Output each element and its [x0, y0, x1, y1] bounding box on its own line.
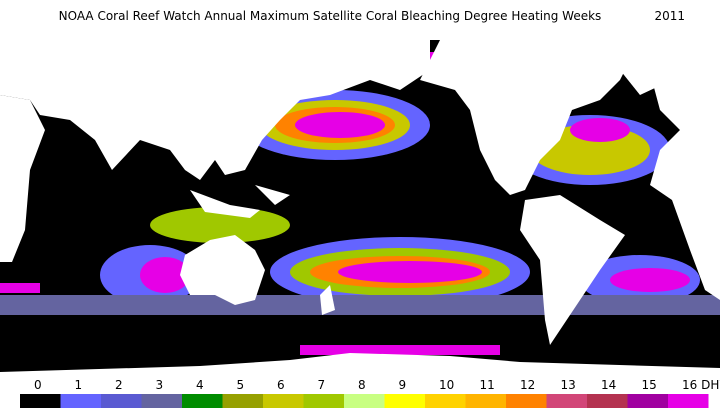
legend-label: 8 — [358, 378, 366, 392]
legend-swatch — [506, 394, 547, 408]
eurasia — [0, 40, 430, 180]
legend-swatch — [384, 394, 425, 408]
legend-swatch — [141, 394, 182, 408]
heat-blob — [338, 261, 482, 283]
legend-swatch — [182, 394, 223, 408]
heat-regions — [0, 52, 720, 355]
legend-label: 11 — [480, 378, 495, 392]
heat-blob — [570, 118, 630, 142]
legend-label: 5 — [237, 378, 245, 392]
south-america — [520, 195, 625, 345]
heat-blob — [295, 112, 385, 138]
legend-label: 9 — [399, 378, 407, 392]
legend-label: 16 DHW — [682, 378, 720, 392]
heat-band — [0, 283, 40, 293]
legend-swatch — [303, 394, 344, 408]
legend-swatch — [668, 394, 709, 408]
land — [0, 40, 720, 375]
legend-swatch — [222, 394, 263, 408]
indonesia — [190, 185, 290, 218]
legend-label: 14 — [601, 378, 616, 392]
heat-band — [0, 295, 720, 315]
legend-label: 10 — [439, 378, 454, 392]
map — [0, 40, 720, 375]
africa-west — [0, 95, 45, 262]
legend-label: 7 — [318, 378, 326, 392]
map-title: NOAA Coral Reef Watch Annual Maximum Sat… — [59, 9, 602, 23]
heat-blob — [150, 207, 290, 243]
heat-blob — [610, 268, 690, 292]
legend-label: 12 — [520, 378, 535, 392]
australia — [180, 235, 265, 305]
legend-swatch — [20, 394, 61, 408]
north-america — [420, 40, 640, 195]
legend-swatch — [60, 394, 101, 408]
legend-label: 15 — [642, 378, 657, 392]
legend-swatch — [627, 394, 668, 408]
heat-blob — [140, 257, 190, 293]
legend-swatch — [101, 394, 142, 408]
new-zealand — [320, 285, 335, 315]
legend-label: 13 — [561, 378, 576, 392]
legend-label: 1 — [75, 378, 83, 392]
legend-swatch — [465, 394, 506, 408]
legend-label: 6 — [277, 378, 285, 392]
legend-label: 4 — [196, 378, 204, 392]
heat-band — [300, 345, 500, 355]
antarctica — [0, 353, 720, 375]
legend-label: 2 — [115, 378, 123, 392]
legend-swatch — [344, 394, 385, 408]
legend-swatch — [546, 394, 587, 408]
legend-label: 3 — [156, 378, 164, 392]
legend-swatch — [425, 394, 466, 408]
legend-swatch — [587, 394, 628, 408]
legend-label: 0 — [34, 378, 42, 392]
legend-swatch — [263, 394, 304, 408]
map-year: 2011 — [654, 9, 685, 23]
europe-africa — [650, 40, 720, 300]
